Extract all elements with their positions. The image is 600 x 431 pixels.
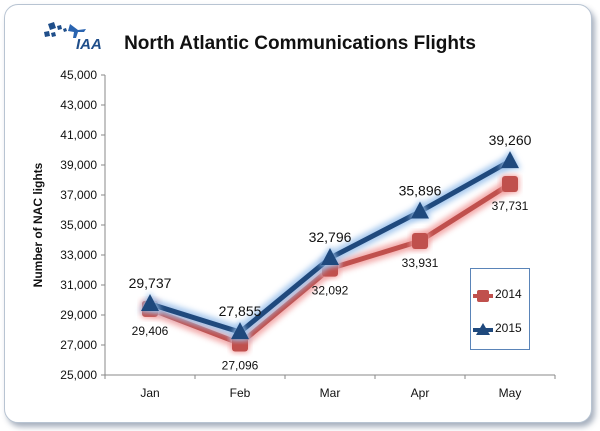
y-tick-label: 43,000 xyxy=(60,98,97,112)
iaa-logo-text: IAA xyxy=(76,36,102,53)
y-tick-label: 41,000 xyxy=(60,128,97,142)
data-label-2014: 32,092 xyxy=(312,284,349,298)
legend-label-2014: 2014 xyxy=(495,287,522,301)
data-point-2015 xyxy=(141,293,159,311)
data-label-2015: 27,855 xyxy=(219,303,262,319)
y-tick-label: 45,000 xyxy=(60,68,97,82)
data-point-2014 xyxy=(412,233,428,250)
y-tick-label: 25,000 xyxy=(60,368,97,382)
data-label-2015: 35,896 xyxy=(399,183,442,199)
x-tick-label: Feb xyxy=(230,386,251,400)
data-label-2014: 37,731 xyxy=(492,199,529,213)
x-tick-label: Apr xyxy=(411,386,430,400)
y-tick-label: 37,000 xyxy=(60,188,97,202)
data-point-2014 xyxy=(502,176,518,193)
legend-triangle-marker-icon xyxy=(476,323,490,335)
data-label-2014: 33,931 xyxy=(402,256,439,270)
data-label-2015: 32,796 xyxy=(309,229,352,245)
data-label-2015: 29,737 xyxy=(129,275,172,291)
y-tick-label: 33,000 xyxy=(60,248,97,262)
data-point-2015 xyxy=(411,201,429,219)
data-label-2014: 29,406 xyxy=(132,324,169,338)
y-axis-label: Number of NAC lights xyxy=(31,162,45,287)
legend-item-2015: 2015 xyxy=(471,319,529,339)
x-tick-label: Mar xyxy=(320,386,341,400)
chart-title: North Atlantic Communications Flights xyxy=(124,33,476,54)
data-label-2015: 39,260 xyxy=(489,132,532,148)
y-tick-label: 39,000 xyxy=(60,158,97,172)
iaa-logo xyxy=(44,22,86,38)
legend: 2014 2015 xyxy=(470,268,530,350)
legend-square-marker-icon xyxy=(477,290,489,302)
x-tick-label: May xyxy=(499,386,522,400)
y-tick-label: 31,000 xyxy=(60,278,97,292)
legend-label-2015: 2015 xyxy=(495,321,522,335)
data-point-2015 xyxy=(321,248,339,266)
data-label-2014: 27,096 xyxy=(222,359,259,373)
y-tick-label: 29,000 xyxy=(60,308,97,322)
x-tick-label: Jan xyxy=(140,386,159,400)
data-point-2015 xyxy=(501,151,519,169)
chart-frame xyxy=(4,4,592,423)
data-point-2015 xyxy=(231,322,249,340)
y-tick-label: 35,000 xyxy=(60,218,97,232)
legend-item-2014: 2014 xyxy=(471,285,529,305)
y-tick-label: 27,000 xyxy=(60,338,97,352)
